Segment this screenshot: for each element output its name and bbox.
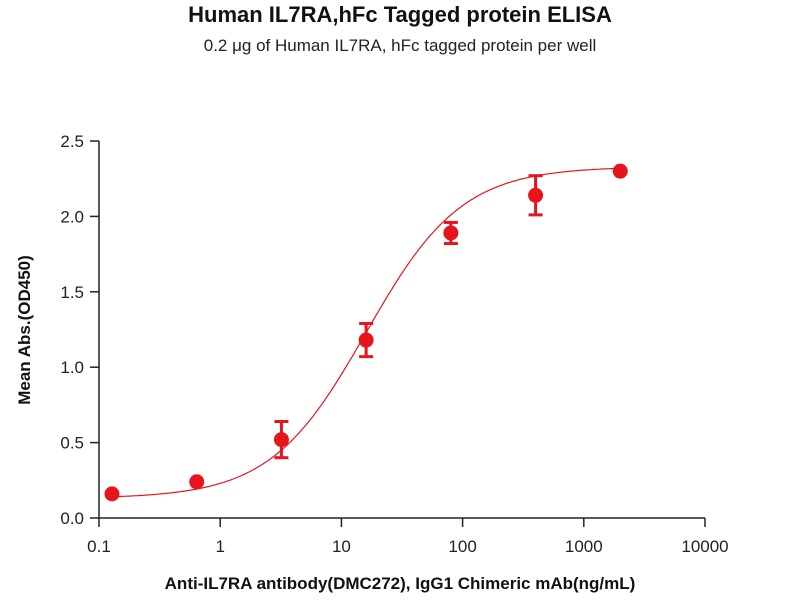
data-point xyxy=(358,332,374,348)
data-point xyxy=(612,163,628,179)
x-tick-label: 100 xyxy=(448,537,476,556)
y-tick-label: 2.0 xyxy=(60,207,84,226)
y-axis-label: Mean Abs.(OD450) xyxy=(15,255,34,405)
x-tick-label: 1 xyxy=(215,537,224,556)
y-tick-label: 0.5 xyxy=(60,434,84,453)
data-point xyxy=(273,432,289,448)
y-tick-label: 0.0 xyxy=(60,509,84,528)
x-tick-label: 1000 xyxy=(565,537,603,556)
x-tick-label: 10000 xyxy=(681,537,728,556)
x-tick-label: 0.1 xyxy=(87,537,111,556)
y-tick-label: 1.5 xyxy=(60,283,84,302)
data-point xyxy=(528,187,544,203)
chart-subtitle: 0.2 μg of Human IL7RA, hFc tagged protei… xyxy=(203,36,597,55)
chart-title: Human IL7RA,hFc Tagged protein ELISA xyxy=(188,2,612,27)
y-tick-label: 2.5 xyxy=(60,132,84,151)
data-point xyxy=(104,486,120,502)
data-point xyxy=(443,225,459,241)
data-point xyxy=(189,474,205,490)
x-tick-label: 10 xyxy=(332,537,351,556)
y-tick-label: 1.0 xyxy=(60,358,84,377)
x-axis-label: Anti-IL7RA antibody(DMC272), IgG1 Chimer… xyxy=(165,574,636,593)
